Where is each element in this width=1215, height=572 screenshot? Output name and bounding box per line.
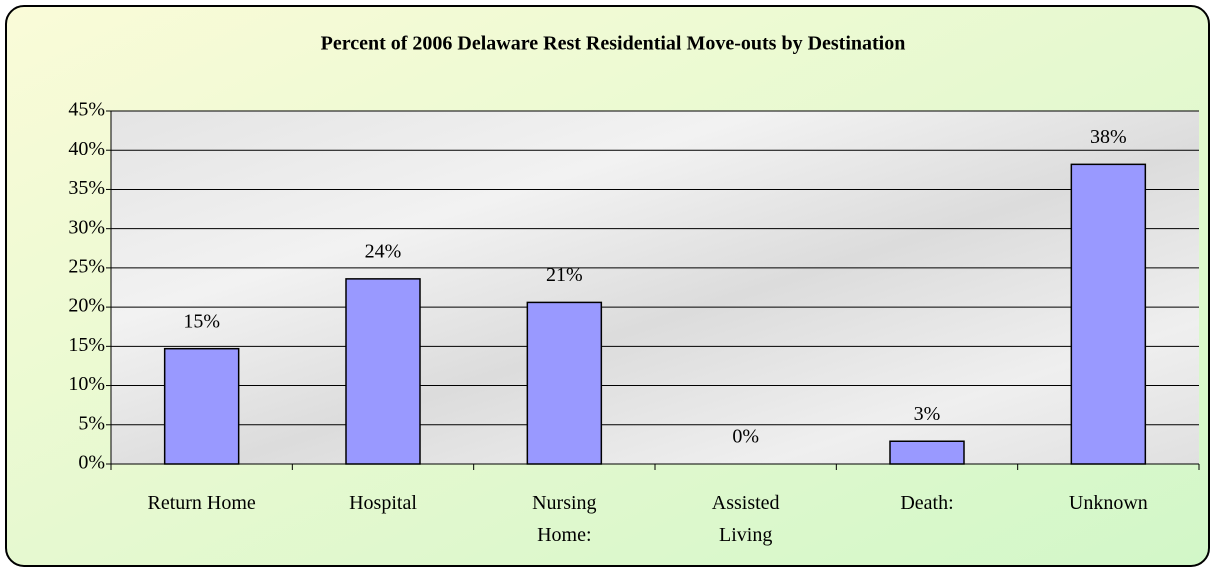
x-tick-label: Death: [900, 492, 953, 514]
data-label: 3% [914, 403, 941, 425]
data-label: 0% [732, 426, 759, 448]
y-tick-label: 40% [68, 138, 105, 160]
bar [163, 347, 240, 465]
x-tick-label: Unknown [1069, 492, 1148, 514]
bar [345, 278, 421, 465]
data-label: 38% [1090, 126, 1127, 148]
y-tick-label: 10% [68, 373, 105, 395]
y-tick-label: 30% [68, 216, 105, 238]
x-tick-label: Assisted Living [712, 492, 780, 546]
y-tick-label: 15% [68, 334, 105, 356]
bar [526, 301, 603, 465]
y-tick-label: 0% [78, 452, 105, 474]
y-tick-label: 45% [68, 99, 105, 121]
data-label: 15% [183, 310, 220, 332]
y-tick-label: 35% [68, 177, 105, 199]
y-tick-label: 5% [78, 412, 105, 434]
x-tick-label: Return Home [148, 492, 256, 514]
plot-area [111, 111, 1199, 464]
bar [889, 440, 965, 465]
y-tick-label: 20% [68, 295, 105, 317]
x-tick-label: Hospital [349, 492, 417, 514]
data-label: 24% [365, 240, 402, 262]
bar [1070, 163, 1147, 465]
x-tick-label: Nursing Home: [532, 492, 596, 546]
y-tick-label: 25% [68, 255, 105, 277]
data-label: 21% [546, 264, 583, 286]
chart-title: Percent of 2006 Delaware Rest Residentia… [321, 33, 906, 55]
